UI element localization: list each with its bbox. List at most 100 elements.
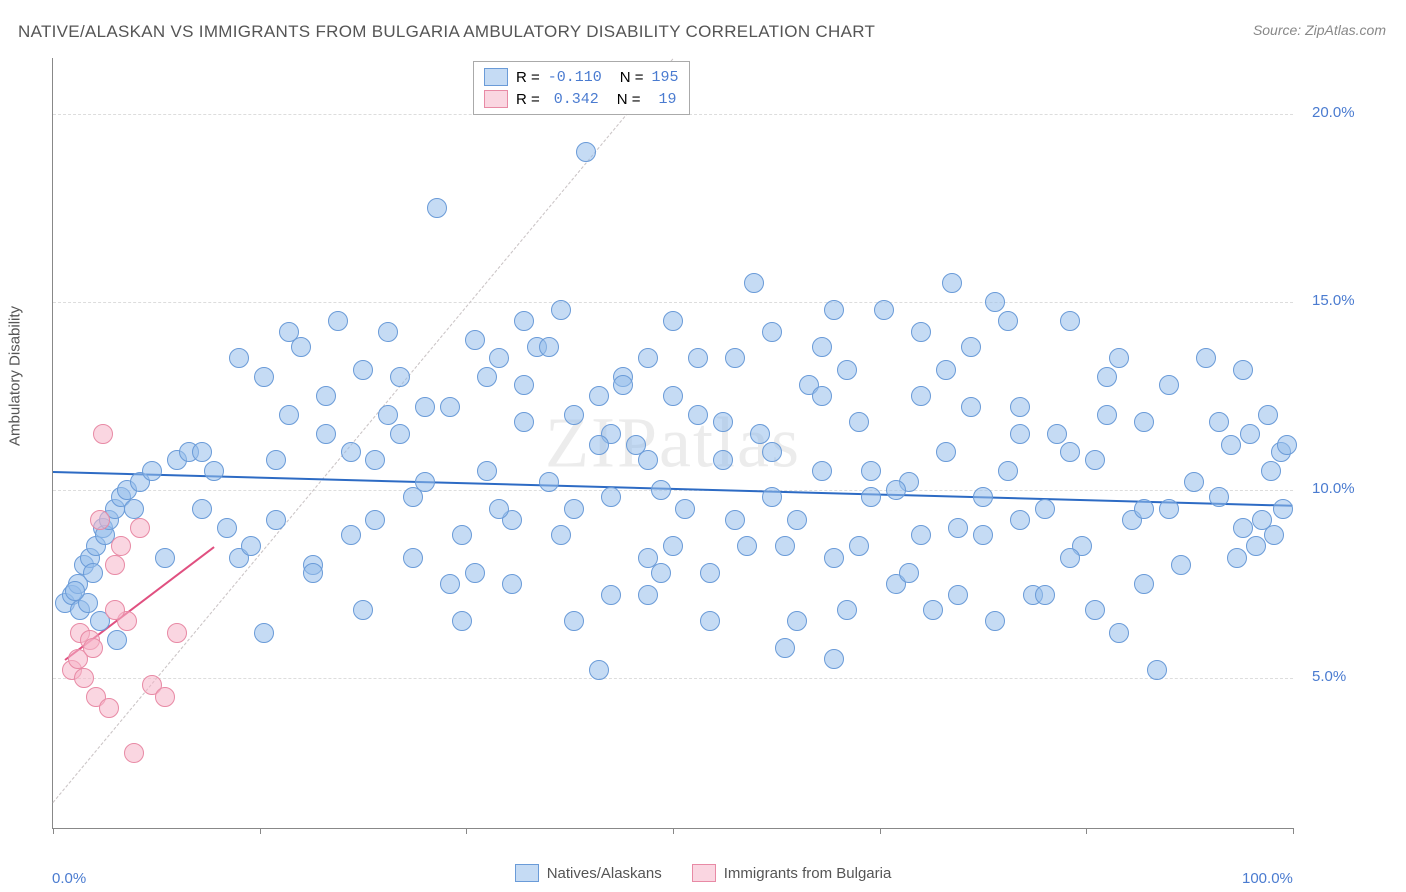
data-point [1109, 623, 1129, 643]
data-point [762, 442, 782, 462]
data-point [390, 367, 410, 387]
data-point [465, 563, 485, 583]
data-point [700, 563, 720, 583]
data-point [564, 499, 584, 519]
data-point [266, 510, 286, 530]
data-point [83, 563, 103, 583]
data-point [316, 386, 336, 406]
stat-r-label: R = [516, 91, 540, 108]
data-point [440, 574, 460, 594]
data-point [1097, 405, 1117, 425]
data-point [1240, 424, 1260, 444]
stats-row-bulgaria: R = 0.342 N = 19 [484, 88, 679, 110]
data-point [861, 487, 881, 507]
chart-plot-area: ZIPatlas R = -0.110 N = 195 R = 0.342 N … [52, 58, 1293, 829]
gridline [53, 490, 1293, 491]
data-point [787, 510, 807, 530]
data-point [812, 386, 832, 406]
data-point [725, 348, 745, 368]
data-point [452, 611, 472, 631]
gridline [53, 678, 1293, 679]
data-point [1134, 412, 1154, 432]
swatch-bulgaria [692, 864, 716, 882]
data-point [762, 487, 782, 507]
data-point [874, 300, 894, 320]
bottom-legend: Natives/Alaskans Immigrants from Bulgari… [0, 864, 1406, 882]
legend-label-bulgaria: Immigrants from Bulgaria [724, 865, 892, 882]
data-point [465, 330, 485, 350]
data-point [489, 348, 509, 368]
data-point [390, 424, 410, 444]
x-tick-label: 0.0% [52, 870, 86, 887]
data-point [812, 337, 832, 357]
data-point [365, 510, 385, 530]
stat-r-native: -0.110 [548, 69, 602, 86]
data-point [365, 450, 385, 470]
swatch-native [515, 864, 539, 882]
data-point [93, 424, 113, 444]
data-point [1035, 499, 1055, 519]
data-point [1159, 375, 1179, 395]
legend-label-native: Natives/Alaskans [547, 865, 662, 882]
data-point [911, 386, 931, 406]
data-point [700, 611, 720, 631]
y-tick-label: 5.0% [1312, 668, 1346, 685]
data-point [589, 660, 609, 680]
data-point [837, 600, 857, 620]
data-point [973, 487, 993, 507]
data-point [961, 337, 981, 357]
stat-r-bulgaria: 0.342 [554, 91, 599, 108]
data-point [688, 405, 708, 425]
data-point [403, 548, 423, 568]
data-point [130, 518, 150, 538]
data-point [812, 461, 832, 481]
data-point [111, 536, 131, 556]
data-point [124, 499, 144, 519]
data-point [613, 375, 633, 395]
stat-n-label: N = [617, 91, 641, 108]
data-point [241, 536, 261, 556]
data-point [167, 623, 187, 643]
data-point [105, 600, 125, 620]
data-point [998, 461, 1018, 481]
data-point [1171, 555, 1191, 575]
data-point [229, 348, 249, 368]
data-point [824, 649, 844, 669]
data-point [1209, 412, 1229, 432]
data-point [576, 142, 596, 162]
data-point [502, 574, 522, 594]
data-point [217, 518, 237, 538]
stats-legend-box: R = -0.110 N = 195 R = 0.342 N = 19 [473, 61, 690, 115]
y-tick-label: 15.0% [1312, 292, 1355, 309]
data-point [1233, 518, 1253, 538]
data-point [279, 322, 299, 342]
data-point [1085, 600, 1105, 620]
data-point [948, 585, 968, 605]
data-point [713, 450, 733, 470]
data-point [477, 461, 497, 481]
data-point [824, 548, 844, 568]
data-point [1246, 536, 1266, 556]
data-point [1233, 360, 1253, 380]
data-point [923, 600, 943, 620]
data-point [204, 461, 224, 481]
data-point [688, 348, 708, 368]
data-point [1047, 424, 1067, 444]
x-tick [880, 828, 881, 834]
data-point [452, 525, 472, 545]
data-point [589, 386, 609, 406]
data-point [824, 300, 844, 320]
legend-item-bulgaria: Immigrants from Bulgaria [692, 864, 892, 882]
y-axis-label: Ambulatory Disability [7, 306, 24, 446]
y-tick-label: 10.0% [1312, 480, 1355, 497]
data-point [107, 630, 127, 650]
data-point [725, 510, 745, 530]
data-point [1196, 348, 1216, 368]
data-point [1109, 348, 1129, 368]
data-point [775, 536, 795, 556]
data-point [998, 311, 1018, 331]
data-point [83, 638, 103, 658]
data-point [124, 743, 144, 763]
data-point [762, 322, 782, 342]
data-point [663, 311, 683, 331]
